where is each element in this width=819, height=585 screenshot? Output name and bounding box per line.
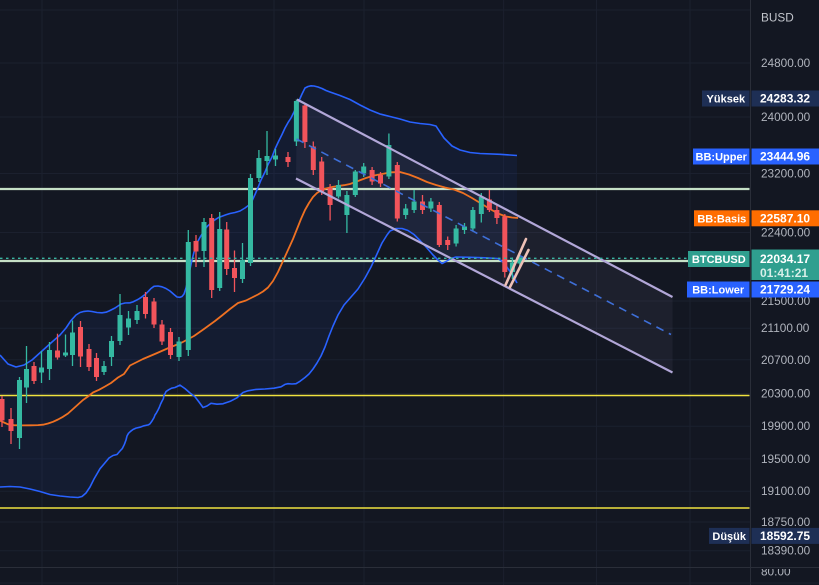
svg-text:BB:Lower: BB:Lower [692, 285, 745, 297]
svg-text:20300.00: 20300.00 [761, 387, 811, 401]
svg-text:22587.10: 22587.10 [760, 212, 810, 226]
svg-text:21729.24: 21729.24 [760, 283, 810, 297]
svg-text:BB:Basis: BB:Basis [697, 214, 746, 226]
svg-text:01:41:21: 01:41:21 [760, 266, 808, 280]
svg-text:24800.00: 24800.00 [761, 56, 811, 70]
svg-text:22034.17: 22034.17 [760, 252, 810, 266]
svg-text:19500.00: 19500.00 [761, 452, 811, 466]
svg-text:18592.75: 18592.75 [760, 529, 810, 543]
svg-text:22400.00: 22400.00 [761, 226, 811, 240]
svg-text:23200.00: 23200.00 [761, 167, 811, 181]
svg-text:BB:Upper: BB:Upper [696, 152, 748, 164]
svg-text:19900.00: 19900.00 [761, 419, 811, 433]
svg-text:23444.96: 23444.96 [760, 150, 810, 164]
svg-text:Yüksek: Yüksek [707, 94, 746, 106]
svg-text:19100.00: 19100.00 [761, 484, 811, 498]
svg-text:18390.00: 18390.00 [761, 544, 811, 558]
svg-text:Düşük: Düşük [712, 531, 747, 543]
svg-text:24283.32: 24283.32 [760, 92, 810, 106]
svg-text:18750.00: 18750.00 [761, 515, 811, 529]
svg-text:24000.00: 24000.00 [761, 110, 811, 124]
svg-text:20700.00: 20700.00 [761, 353, 811, 367]
svg-text:BUSD: BUSD [761, 11, 794, 25]
svg-text:21100.00: 21100.00 [761, 321, 810, 335]
svg-text:BTCBUSD: BTCBUSD [692, 254, 746, 266]
